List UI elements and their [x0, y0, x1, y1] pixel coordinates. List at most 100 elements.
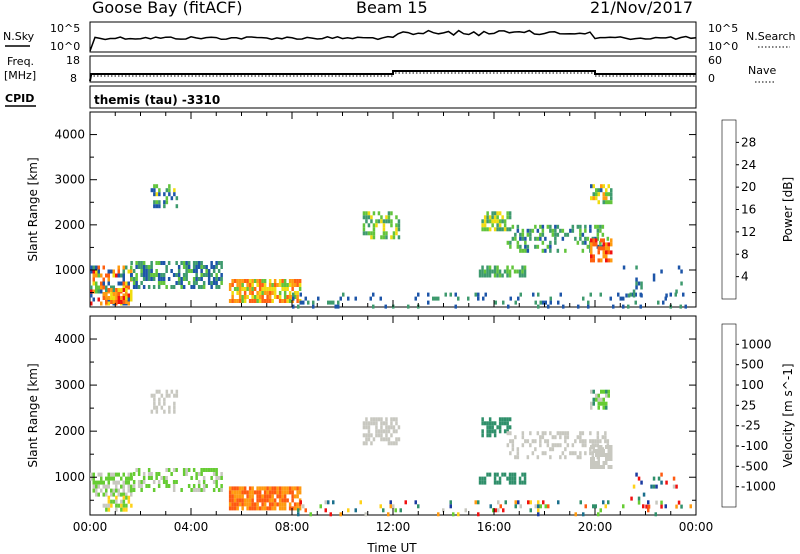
data-cell: [155, 261, 158, 265]
x-tick-label: 12:00: [376, 520, 411, 534]
data-cell: [662, 300, 665, 305]
data-cell: [372, 437, 376, 442]
data-cell: [112, 300, 116, 304]
data-cell: [150, 393, 154, 398]
nsearch-label: N.Search: [746, 30, 796, 43]
data-cell: [599, 228, 602, 233]
data-cell: [590, 258, 593, 263]
data-cell: [160, 405, 164, 410]
data-cell: [105, 503, 108, 508]
data-cell: [392, 235, 396, 240]
data-cell: [596, 435, 600, 440]
colorbar-label: Power [dB]: [781, 177, 795, 242]
data-cell: [293, 486, 297, 491]
data-cell: [660, 472, 663, 477]
data-cell: [367, 223, 371, 228]
data-cell: [125, 296, 128, 300]
data-cell: [390, 441, 393, 446]
data-cell: [102, 281, 105, 286]
data-cell: [546, 439, 550, 444]
data-cell: [390, 421, 393, 426]
data-cell: [266, 494, 269, 499]
data-cell: [516, 269, 519, 274]
data-cell: [637, 496, 641, 501]
data-cell: [215, 476, 218, 480]
data-cell: [105, 507, 108, 512]
data-cell: [491, 429, 494, 434]
data-cell: [215, 480, 218, 484]
data-cell: [427, 292, 430, 297]
data-cell: [601, 435, 605, 440]
data-cell: [90, 472, 93, 477]
data-cell: [524, 248, 527, 253]
data-cell: [579, 451, 582, 456]
data-cell: [496, 219, 499, 224]
data-cell: [477, 296, 480, 301]
data-cell: [122, 273, 125, 278]
data-cell: [395, 215, 398, 220]
data-cell: [256, 279, 259, 283]
data-cell: [369, 296, 372, 301]
data-cell: [549, 431, 552, 436]
data-cell: [640, 281, 643, 286]
data-cell: [130, 269, 133, 274]
data-cell: [534, 504, 537, 509]
data-cell: [140, 480, 143, 484]
data-cell: [607, 457, 610, 461]
data-cell: [137, 265, 141, 269]
data-cell: [162, 273, 166, 277]
data-cell: [602, 238, 605, 243]
data-cell: [365, 437, 368, 442]
data-cell: [519, 236, 522, 241]
data-cell: [185, 277, 188, 281]
data-cell: [112, 488, 115, 493]
data-cell: [268, 295, 272, 299]
data-cell: [147, 269, 151, 273]
data-cell: [140, 484, 143, 488]
data-cell: [375, 223, 378, 228]
data-cell: [478, 480, 482, 485]
data-cell: [602, 401, 605, 406]
data-cell: [283, 490, 287, 495]
data-cell: [263, 506, 267, 511]
data-cell: [494, 508, 497, 513]
data-cell: [592, 449, 595, 453]
data-cell: [263, 494, 267, 499]
data-cell: [132, 480, 136, 484]
data-cell: [147, 273, 151, 277]
data-cell: [132, 269, 136, 273]
data-cell: [600, 453, 603, 457]
data-cell: [258, 498, 262, 503]
data-cell: [162, 277, 166, 281]
colorbar-tick-label: -100: [741, 439, 768, 453]
data-cell: [664, 296, 667, 301]
data-cell: [210, 281, 213, 285]
data-cell: [238, 295, 242, 299]
data-cell: [165, 269, 168, 273]
data-cell: [549, 248, 552, 253]
data-cell: [268, 287, 272, 291]
data-cell: [590, 461, 593, 465]
data-cell: [605, 192, 608, 197]
data-cell: [559, 228, 562, 233]
data-cell: [296, 279, 299, 283]
data-cell: [605, 457, 608, 461]
data-cell: [521, 273, 524, 278]
data-cell: [150, 188, 154, 193]
data-cell: [278, 283, 282, 287]
data-cell: [258, 279, 262, 283]
data-cell: [100, 480, 103, 485]
data-cell: [236, 490, 239, 495]
data-cell: [210, 476, 213, 480]
data-cell: [647, 504, 651, 509]
data-cell: [592, 401, 595, 406]
y-tick-label: 3000: [54, 378, 85, 392]
data-cell: [231, 490, 234, 495]
data-cell: [258, 287, 262, 291]
data-cell: [596, 236, 600, 241]
data-cell: [97, 289, 100, 294]
data-cell: [564, 455, 567, 460]
data-cell: [132, 472, 136, 476]
data-cell: [182, 261, 186, 265]
